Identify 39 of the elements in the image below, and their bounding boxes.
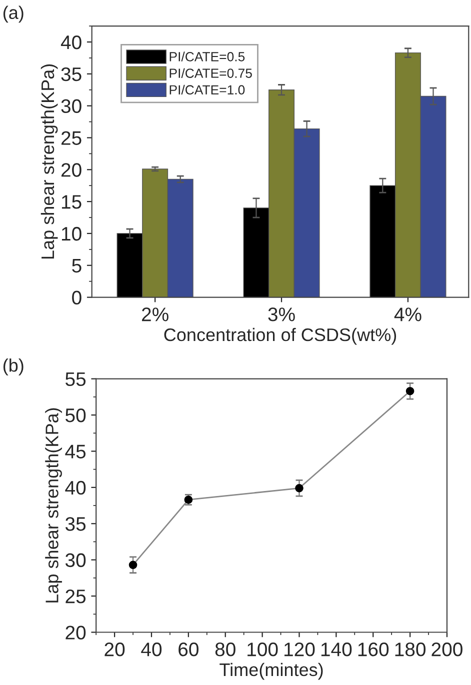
x-tick-label: 100 [248, 642, 278, 656]
x-tick-label: 4% [394, 308, 422, 322]
text: (b) [3, 358, 24, 376]
y-tick-label: 35 [65, 517, 86, 531]
y-tick-label: 35 [61, 67, 82, 82]
y-tick-label: 0 [72, 290, 82, 305]
y-tick-label: 50 [66, 408, 86, 422]
x-axis-title: Concentration of CSDS(wt%) [164, 328, 396, 345]
x-tick-label: 160 [358, 642, 389, 656]
x-axis-title: Time(mintes) [220, 662, 323, 680]
y-tick-label: 45 [65, 444, 86, 458]
y-tick-label: 10 [62, 226, 82, 241]
y-tick-label: 5 [72, 259, 82, 273]
y-tick-label: 25 [66, 590, 86, 604]
y-tick-label: 30 [65, 553, 86, 568]
x-tick-label: 3% [268, 308, 295, 322]
y-tick-label: 40 [65, 480, 86, 495]
y-tick-label: 20 [61, 163, 82, 177]
x-tick-label: 180 [395, 642, 426, 656]
y-tick-label: 20 [66, 626, 86, 640]
x-tick-label: 2% [142, 308, 168, 322]
x-tick-label: 60 [178, 642, 198, 656]
y-axis-title: Lap shear strength(KPa) [45, 408, 62, 602]
y-tick-label: 15 [62, 195, 82, 209]
x-tick-label: 200 [432, 642, 462, 656]
text: (a) [3, 6, 24, 23]
y-tick-label: 30 [61, 99, 82, 114]
y-tick-label: 55 [66, 372, 86, 386]
x-tick-label: 80 [215, 642, 236, 656]
y-tick-label: 40 [60, 35, 82, 50]
y-tick-label: 25 [61, 131, 82, 145]
x-tick-label: 40 [141, 642, 162, 656]
x-tick-label: 140 [321, 642, 352, 656]
legend-label: PI/CATE=1.0 [170, 84, 245, 95]
x-tick-label: 20 [104, 642, 125, 656]
y-axis-title: Lap shear strength(KPa) [40, 64, 58, 259]
legend-label: PI/CATE=0.5 [170, 52, 245, 62]
legend-label: PI/CATE=0.75 [170, 68, 252, 78]
x-tick-label: 120 [284, 642, 315, 656]
